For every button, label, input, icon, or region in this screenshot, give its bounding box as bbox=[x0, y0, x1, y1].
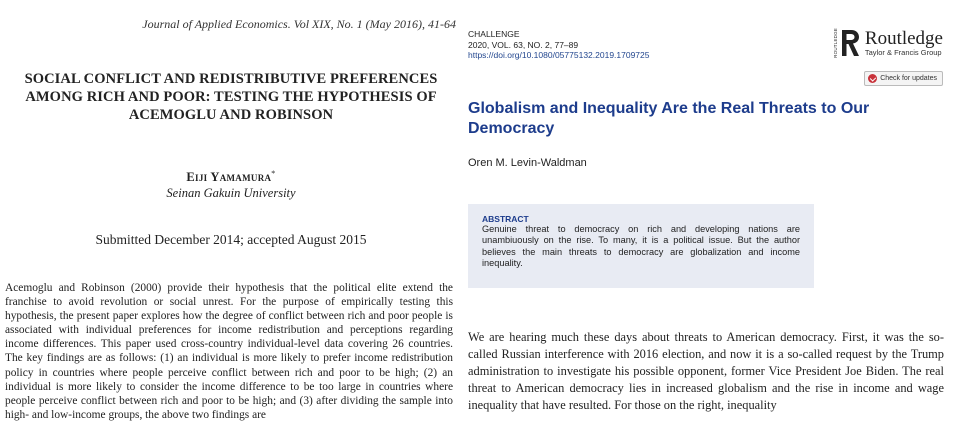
author-name: Eiji Yamamura bbox=[186, 170, 272, 185]
left-paper-page: Journal of Applied Economics. Vol XIX, N… bbox=[0, 0, 462, 434]
right-paper-page: CHALLENGE 2020, VOL. 63, NO. 2, 77–89 ht… bbox=[462, 0, 955, 434]
publisher-subtitle: Taylor & Francis Group bbox=[864, 48, 942, 57]
check-updates-icon bbox=[868, 74, 878, 83]
abstract-box: ABSTRACT Genuine threat to democracy on … bbox=[468, 204, 814, 288]
author-footnote-mark: * bbox=[271, 169, 276, 178]
volume-info: 2020, VOL. 63, NO. 2, 77–89 bbox=[468, 39, 579, 50]
article-author: Oren M. Levin-Waldman bbox=[468, 157, 587, 169]
author-affiliation: Seinan Gakuin University bbox=[166, 186, 296, 201]
publisher-vertical-text: ROUTLEDGE bbox=[832, 28, 838, 58]
article-title: Globalism and Inequality Are the Real Th… bbox=[468, 100, 870, 137]
paper-title: SOCIAL CONFLICT AND REDISTRIBUTIVE PREFE… bbox=[24, 71, 438, 123]
author-block: Eiji Yamamura* Seinan Gakuin University bbox=[0, 166, 462, 201]
publisher-name: Routledge bbox=[864, 28, 943, 49]
journal-name: CHALLENGE bbox=[468, 29, 520, 39]
abstract-text: Genuine threat to democracy on rich and … bbox=[482, 224, 800, 268]
submission-dates: Submitted December 2014; accepted August… bbox=[95, 232, 367, 247]
article-meta: CHALLENGE 2020, VOL. 63, NO. 2, 77–89 ht… bbox=[468, 29, 650, 61]
journal-citation: Journal of Applied Economics. Vol XIX, N… bbox=[142, 17, 456, 31]
check-for-updates-button[interactable]: Check for updates bbox=[864, 71, 943, 86]
doi-link[interactable]: https://doi.org/10.1080/05775132.2019.17… bbox=[468, 50, 650, 60]
check-for-updates-label: Check for updates bbox=[880, 75, 937, 82]
body-paragraph: We are hearing much these days about thr… bbox=[468, 330, 944, 412]
abstract-heading: ABSTRACT bbox=[482, 214, 529, 224]
abstract-text: Acemoglu and Robinson (2000) provide the… bbox=[5, 282, 453, 421]
routledge-logo-icon bbox=[841, 30, 859, 56]
publisher-logo: ROUTLEDGE Routledge Taylor & Francis Gro… bbox=[833, 28, 943, 58]
